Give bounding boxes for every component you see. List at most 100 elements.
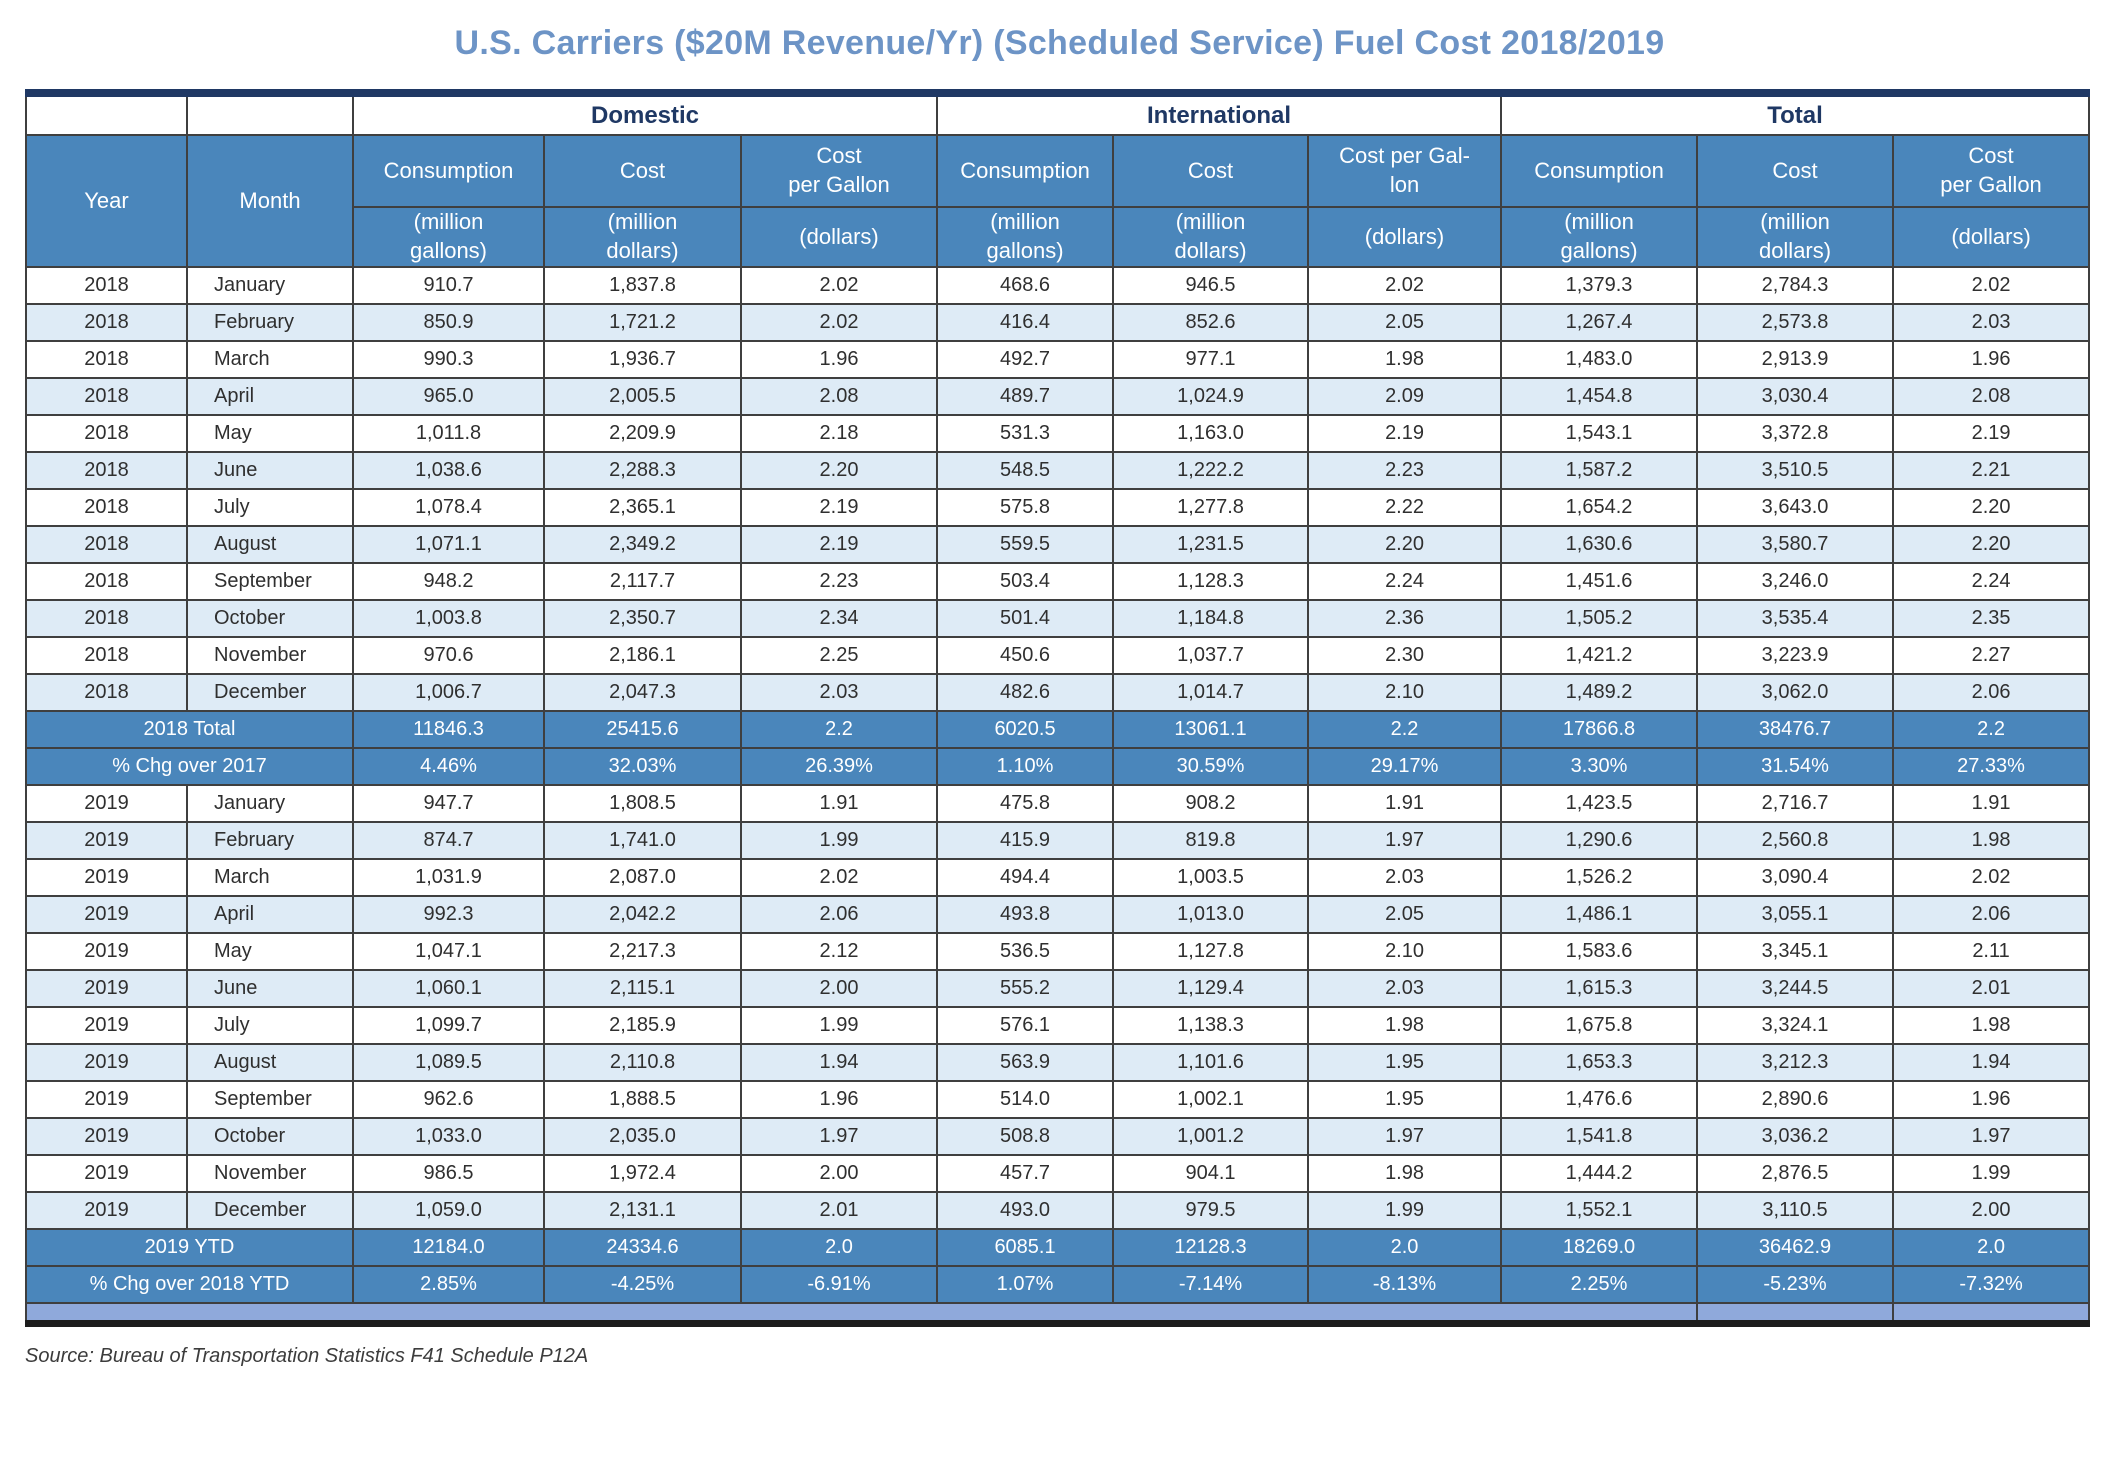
unit-domestic-cost-per-gallon: (dollars)	[739, 206, 939, 268]
value-cell: 1,222.2	[1112, 451, 1310, 490]
value-cell: 904.1	[1112, 1154, 1310, 1193]
value-cell: 965.0	[352, 377, 545, 416]
column-header-international-consumption: Consumption	[936, 134, 1115, 208]
value-cell: 2.23	[739, 562, 939, 601]
value-cell: 2.01	[739, 1191, 939, 1230]
value-cell: 2.19	[739, 488, 939, 527]
table-row: 2019 February 874.7 1,741.0 1.99 415.9 819.8 1.…	[25, 821, 2091, 860]
value-cell: 1,014.7	[1112, 673, 1310, 712]
value-cell: 1.96	[739, 1080, 939, 1119]
group-header-international: International	[936, 93, 1503, 136]
value-cell: 2.05	[1307, 303, 1503, 342]
value-cell: 1.99	[1892, 1154, 2091, 1193]
year-cell: 2019	[25, 821, 188, 860]
column-header-year: Year	[25, 134, 188, 268]
value-cell: 576.1	[936, 1006, 1115, 1045]
value-cell: 2,876.5	[1696, 1154, 1895, 1193]
value-cell: 1,003.8	[352, 599, 545, 638]
value-cell: 1.07%	[936, 1265, 1115, 1304]
value-cell: 508.8	[936, 1117, 1115, 1156]
fuel-cost-table: Domestic International Total Year Month …	[25, 89, 2091, 1327]
value-cell: 13061.1	[1112, 710, 1310, 749]
value-cell: 3.30%	[1500, 747, 1699, 786]
value-cell: 1,138.3	[1112, 1006, 1310, 1045]
table-row: 2019 August 1,089.5 2,110.8 1.94 563.9 1,101.6…	[25, 1043, 2091, 1082]
value-cell: 1.98	[1307, 1006, 1503, 1045]
table-row: 2018 June 1,038.6 2,288.3 2.20 548.5 1,222.2 2.…	[25, 451, 2091, 490]
year-cell: 2018	[25, 266, 188, 305]
value-cell: 946.5	[1112, 266, 1310, 305]
value-cell: 6085.1	[936, 1228, 1115, 1267]
value-cell: 1,476.6	[1500, 1080, 1699, 1119]
year-cell: 2018	[25, 525, 188, 564]
value-cell: 2.02	[1892, 858, 2091, 897]
value-cell: 12184.0	[352, 1228, 545, 1267]
unit-domestic-consumption: (million gallons)	[352, 206, 545, 268]
value-cell: 24334.6	[543, 1228, 742, 1267]
group-header-total: Total	[1500, 93, 2091, 136]
value-cell: 2.03	[1307, 969, 1503, 1008]
value-cell: 3,244.5	[1696, 969, 1895, 1008]
month-cell: November	[186, 636, 354, 675]
table-row: 2018 May 1,011.8 2,209.9 2.18 531.3 1,163.0 2.1…	[25, 414, 2091, 453]
year-cell: 2018	[25, 562, 188, 601]
table-row: 2018 August 1,071.1 2,349.2 2.19 559.5 1,231.5…	[25, 525, 2091, 564]
footer-strip-cell	[1892, 1302, 2090, 1323]
value-cell: 1,505.2	[1500, 599, 1699, 638]
value-cell: 1,231.5	[1112, 525, 1310, 564]
value-cell: 1,267.4	[1500, 303, 1699, 342]
value-cell: 36462.9	[1696, 1228, 1895, 1267]
table-row: 2019 January 947.7 1,808.5 1.91 475.8 908.2 1.9…	[25, 784, 2091, 823]
value-cell: 1,089.5	[352, 1043, 545, 1082]
value-cell: 25415.6	[543, 710, 742, 749]
value-cell: 2.20	[1307, 525, 1503, 564]
value-cell: 12128.3	[1112, 1228, 1310, 1267]
year-cell: 2019	[25, 1191, 188, 1230]
table-row: 2019 September 962.6 1,888.5 1.96 514.0 1,002.…	[25, 1080, 2091, 1119]
value-cell: 563.9	[936, 1043, 1115, 1082]
value-cell: 970.6	[352, 636, 545, 675]
value-cell: 2.02	[739, 266, 939, 305]
value-cell: 2.00	[739, 969, 939, 1008]
month-cell: January	[186, 266, 354, 305]
value-cell: 947.7	[352, 784, 545, 823]
value-cell: 2.19	[1892, 414, 2091, 453]
value-cell: 2.10	[1307, 932, 1503, 971]
value-cell: 3,062.0	[1696, 673, 1895, 712]
value-cell: 2.18	[739, 414, 939, 453]
column-header-domestic-cost-per-gallon: Cost per Gallon	[739, 134, 939, 208]
value-cell: 3,372.8	[1696, 414, 1895, 453]
page-title: U.S. Carriers ($20M Revenue/Yr) (Schedul…	[454, 24, 1665, 62]
value-cell: 2.19	[739, 525, 939, 564]
value-cell: 977.1	[1112, 340, 1310, 379]
value-cell: 1,037.7	[1112, 636, 1310, 675]
value-cell: 3,212.3	[1696, 1043, 1895, 1082]
value-cell: 32.03%	[543, 747, 742, 786]
value-cell: 1.91	[1307, 784, 1503, 823]
group-header-row: Domestic International Total	[25, 93, 2091, 136]
value-cell: 1,078.4	[352, 488, 545, 527]
value-cell: 2.0	[1307, 1228, 1503, 1267]
value-cell: 2.11	[1892, 932, 2091, 971]
value-cell: 475.8	[936, 784, 1115, 823]
value-cell: 1,013.0	[1112, 895, 1310, 934]
value-cell: 3,345.1	[1696, 932, 1895, 971]
table-row: 2019 July 1,099.7 2,185.9 1.99 576.1 1,138.3 1.…	[25, 1006, 2091, 1045]
value-cell: 2.0	[1892, 1228, 2091, 1267]
summary-row: 2018 Total 11846.3 25415.6 2.2 6020.5 13061.1…	[25, 710, 2091, 749]
value-cell: 3,246.0	[1696, 562, 1895, 601]
value-cell: 1,290.6	[1500, 821, 1699, 860]
month-cell: May	[186, 932, 354, 971]
summary-row: 2019 YTD 12184.0 24334.6 2.0 6085.1 12128.3 2.…	[25, 1228, 2091, 1267]
value-cell: 2.00	[1892, 1191, 2091, 1230]
value-cell: 1,059.0	[352, 1191, 545, 1230]
value-cell: 1,127.8	[1112, 932, 1310, 971]
value-cell: 1,024.9	[1112, 377, 1310, 416]
value-cell: 1,653.3	[1500, 1043, 1699, 1082]
value-cell: 1,071.1	[352, 525, 545, 564]
summary-row-label: 2018 Total	[25, 710, 354, 749]
table-row: 2018 September 948.2 2,117.7 2.23 503.4 1,128.…	[25, 562, 2091, 601]
group-spacer-month	[186, 93, 354, 136]
value-cell: 38476.7	[1696, 710, 1895, 749]
value-cell: 2.03	[1307, 858, 1503, 897]
